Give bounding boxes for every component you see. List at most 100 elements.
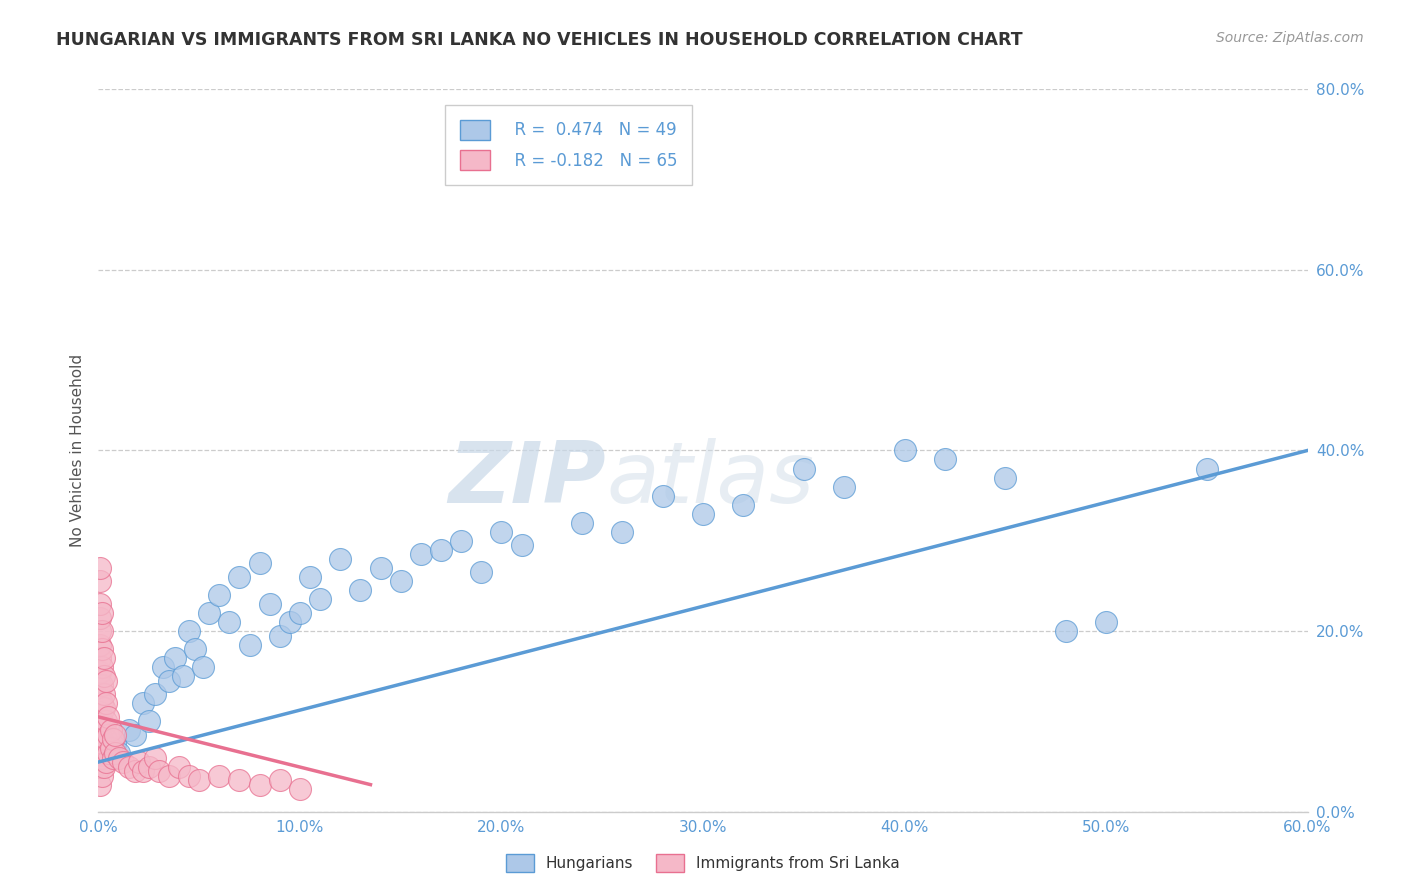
Point [103,728,125,742]
Point [97,710,120,724]
Point [470,566,492,580]
Point [208,769,231,783]
Point [249,557,271,571]
Point [370,561,392,575]
Point [118,759,141,773]
Point [143,750,166,764]
Point [93,687,115,701]
Point [409,547,432,561]
Point [157,769,180,783]
Point [97,746,120,760]
Point [259,597,281,611]
Point [89,778,111,792]
Point [93,701,115,715]
Point [193,660,215,674]
Point [1054,624,1077,639]
Point [89,706,111,720]
Point [97,728,120,742]
Point [96,755,118,769]
Point [309,592,332,607]
Point [733,498,755,512]
Point [288,606,311,620]
Point [89,665,111,679]
Point [389,574,412,589]
Point [228,570,250,584]
Point [157,673,180,688]
Point [100,723,122,738]
Point [228,773,250,788]
Point [93,719,115,733]
Point [612,524,634,539]
Point [651,489,673,503]
Point [89,561,111,575]
Point [172,669,194,683]
Point [96,714,118,729]
Point [430,542,453,557]
Legend: Hungarians, Immigrants from Sri Lanka: Hungarians, Immigrants from Sri Lanka [499,846,907,880]
Point [128,755,150,769]
Point [101,750,124,764]
Point [91,642,114,657]
Text: HUNGARIAN VS IMMIGRANTS FROM SRI LANKA NO VEHICLES IN HOUSEHOLD CORRELATION CHAR: HUNGARIAN VS IMMIGRANTS FROM SRI LANKA N… [56,31,1024,49]
Point [89,574,111,589]
Point [143,687,166,701]
Point [89,651,111,665]
Point [89,759,111,773]
Point [96,697,118,711]
Point [893,443,915,458]
Point [132,764,155,778]
Point [91,714,114,729]
Point [179,624,201,639]
Point [91,624,114,639]
Point [91,732,114,747]
Point [89,719,111,733]
Point [1195,461,1218,475]
Point [288,782,311,797]
Point [208,588,231,602]
Point [188,773,211,788]
Point [239,638,262,652]
Point [89,638,111,652]
Point [132,697,155,711]
Point [184,642,207,657]
Y-axis label: No Vehicles in Household: No Vehicles in Household [69,354,84,547]
Point [91,678,114,692]
Point [96,732,118,747]
Text: Source: ZipAtlas.com: Source: ZipAtlas.com [1216,31,1364,45]
Point [1095,615,1118,629]
Point [148,764,170,778]
Point [299,570,322,584]
Point [152,660,174,674]
Point [91,750,114,764]
Point [93,759,115,773]
Point [89,597,111,611]
Point [167,759,190,773]
Point [163,651,186,665]
Legend:   R =  0.474   N = 49,   R = -0.182   N = 65: R = 0.474 N = 49, R = -0.182 N = 65 [446,104,692,186]
Point [198,606,221,620]
Text: ZIP: ZIP [449,438,606,521]
Point [124,764,146,778]
Point [793,461,815,475]
Point [124,728,146,742]
Point [994,470,1017,484]
Point [103,746,125,760]
Point [91,697,114,711]
Point [510,538,533,552]
Point [179,769,201,783]
Point [93,651,115,665]
Point [96,673,118,688]
Point [91,660,114,674]
Text: atlas: atlas [606,438,814,521]
Point [100,741,122,756]
Point [89,678,111,692]
Point [571,516,593,530]
Point [89,610,111,624]
Point [89,732,111,747]
Point [89,746,111,760]
Point [269,629,291,643]
Point [118,723,141,738]
Point [218,615,240,629]
Point [93,669,115,683]
Point [89,691,111,706]
